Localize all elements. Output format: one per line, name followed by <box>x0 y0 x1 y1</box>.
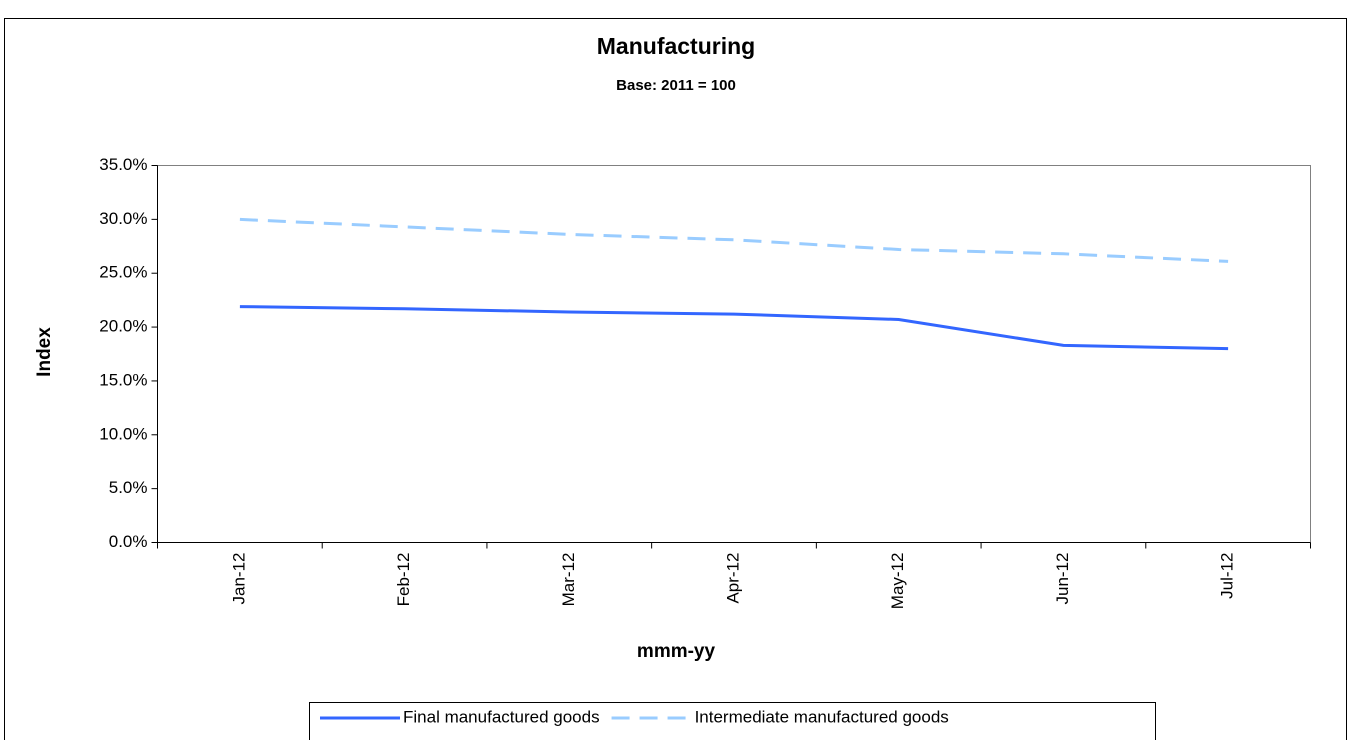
chart-subtitle: Base: 2011 = 100 <box>616 77 736 94</box>
x-tick-label: Jun-12 <box>1053 553 1072 605</box>
x-tick-label: Apr-12 <box>723 553 742 604</box>
y-tick-label: 0.0% <box>109 532 148 551</box>
x-tick-label: Jul-12 <box>1218 553 1237 599</box>
x-tick-label: Feb-12 <box>394 553 413 607</box>
legend-label: Intermediate manufactured goods <box>695 707 949 726</box>
x-tick-label: May-12 <box>888 553 907 610</box>
x-axis-label: mmm-yy <box>637 641 716 662</box>
y-tick-label: 5.0% <box>109 478 148 497</box>
legend-label: Final manufactured goods <box>403 707 600 726</box>
series-line <box>239 217 1229 263</box>
y-tick-label: 30.0% <box>99 209 147 228</box>
legend-box <box>309 702 1156 740</box>
y-axis-label: Index <box>34 327 55 377</box>
chart-frame <box>4 18 1347 740</box>
y-tick-label: 10.0% <box>99 424 147 443</box>
y-tick-label: 20.0% <box>99 317 147 336</box>
y-tick-label: 25.0% <box>99 263 147 282</box>
y-tick-label: 35.0% <box>99 155 147 174</box>
series-line <box>239 305 1229 351</box>
y-tick-label: 15.0% <box>99 370 147 389</box>
x-tick-label: Mar-12 <box>559 553 578 607</box>
chart-title: Manufacturing <box>597 33 755 59</box>
x-tick-label: Jan-12 <box>229 553 248 605</box>
